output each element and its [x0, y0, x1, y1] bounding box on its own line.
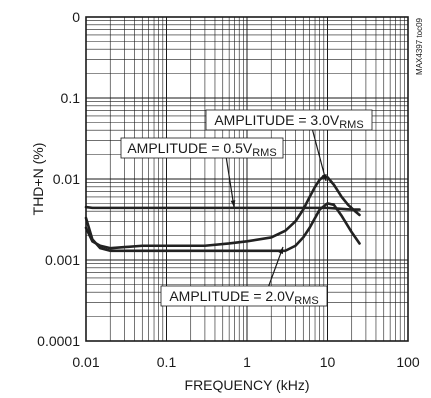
x-tick-labels: 0.01 0.1 1 10 100 [72, 354, 420, 370]
y-tick-label: 0.1 [61, 90, 81, 106]
annotation-box [160, 285, 328, 307]
y-axis-title: THD+N (%) [30, 143, 46, 216]
annotation-pointer [267, 246, 284, 289]
y-tick-label: 0.001 [45, 252, 80, 268]
watermark-label: MAX4397 toc09 [415, 17, 424, 74]
annotation-label: AMPLITUDE = 2.0VRMS [169, 288, 318, 307]
annotation-pointer [225, 155, 235, 208]
annotation-pointer [311, 127, 327, 182]
series-line-3 [84, 174, 361, 250]
annotation-label: AMPLITUDE = 3.0VRMS [214, 112, 363, 131]
arrow-head-icon [278, 247, 283, 254]
y-tick-label: 0.0001 [37, 333, 80, 349]
annotations: AMPLITUDE = 3.0VRMS AMPLITUDE = 0.5VRMS AM… [120, 109, 373, 307]
arrow-head-icon [230, 200, 236, 207]
y-tick-label: 0 [72, 9, 80, 25]
series-layer [84, 174, 361, 253]
series-line-2 [84, 202, 361, 253]
y-tick-label: 0.01 [53, 171, 80, 187]
x-tick-label: 10 [320, 354, 336, 370]
annotation-1: AMPLITUDE = 3.0VRMS [205, 109, 373, 182]
y-tick-labels: 0 0.1 0.01 0.001 0.0001 [37, 9, 80, 349]
annotation-label: AMPLITUDE = 0.5VRMS [127, 140, 276, 159]
annotation-2: AMPLITUDE = 0.5VRMS [120, 137, 284, 208]
x-axis-title: FREQUENCY (kHz) [185, 377, 310, 393]
annotation-3: AMPLITUDE = 2.0VRMS [160, 246, 328, 307]
x-tick-label: 0.1 [157, 354, 177, 370]
x-tick-label: 100 [396, 354, 420, 370]
arrow-head-icon [321, 174, 327, 181]
series-line-1 [84, 205, 361, 211]
annotation-box [205, 109, 373, 131]
annotation-box [120, 137, 284, 159]
x-tick-label: 1 [243, 354, 251, 370]
x-tick-label: 0.01 [72, 354, 99, 370]
plot-frame [85, 16, 409, 342]
